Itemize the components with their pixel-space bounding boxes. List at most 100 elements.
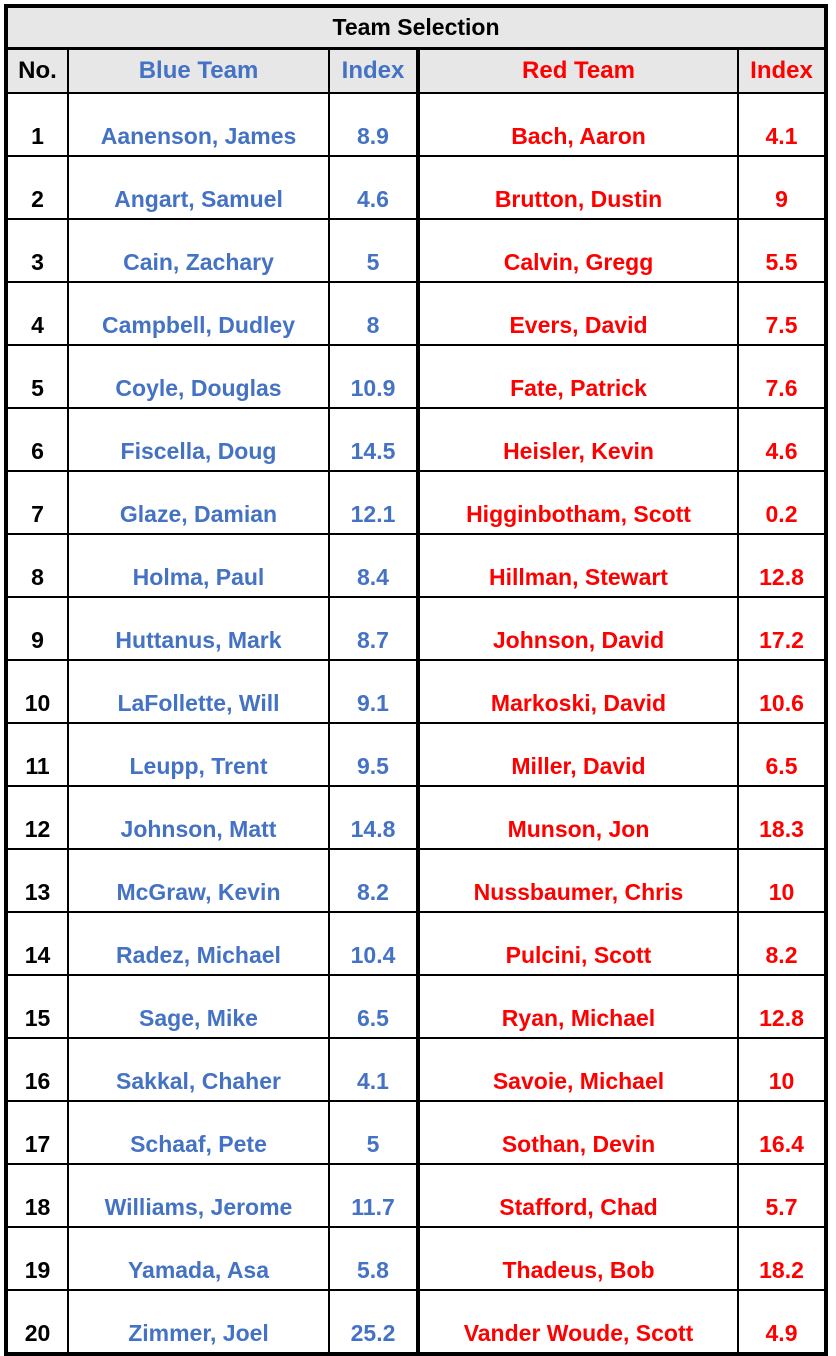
blue-player-index: 4.1 xyxy=(328,1037,420,1102)
row-number: 17 xyxy=(5,1100,69,1165)
blue-player-index: 12.1 xyxy=(328,470,420,535)
blue-player-index: 8 xyxy=(328,281,420,346)
red-player-name: Brutton, Dustin xyxy=(417,155,739,220)
red-player-name: Hillman, Stewart xyxy=(417,533,739,598)
blue-player-name: Huttanus, Mark xyxy=(67,596,330,661)
red-player-index: 12.8 xyxy=(736,974,828,1039)
blue-player-name: Holma, Paul xyxy=(67,533,330,598)
blue-player-name: Cain, Zachary xyxy=(67,218,330,283)
blue-player-name: Angart, Samuel xyxy=(67,155,330,220)
blue-player-name: Glaze, Damian xyxy=(67,470,330,535)
table-row: 11 Leupp, Trent 9.5 Miller, David 6.5 xyxy=(5,722,828,787)
blue-player-name: Aanenson, James xyxy=(67,92,330,157)
header-blue-team: Blue Team xyxy=(67,47,330,94)
red-player-name: Miller, David xyxy=(417,722,739,787)
red-player-name: Munson, Jon xyxy=(417,785,739,850)
red-player-index: 7.6 xyxy=(736,344,828,409)
red-player-index: 10 xyxy=(736,848,828,913)
blue-player-index: 11.7 xyxy=(328,1163,420,1228)
red-player-name: Calvin, Gregg xyxy=(417,218,739,283)
blue-player-index: 8.7 xyxy=(328,596,420,661)
red-player-name: Evers, David xyxy=(417,281,739,346)
blue-player-index: 9.1 xyxy=(328,659,420,724)
blue-player-name: Zimmer, Joel xyxy=(67,1289,330,1355)
red-player-name: Nussbaumer, Chris xyxy=(417,848,739,913)
row-number: 19 xyxy=(5,1226,69,1291)
table-row: 1 Aanenson, James 8.9 Bach, Aaron 4.1 xyxy=(5,92,828,157)
red-player-index: 4.6 xyxy=(736,407,828,472)
row-number: 10 xyxy=(5,659,69,724)
row-number: 6 xyxy=(5,407,69,472)
blue-player-index: 8.9 xyxy=(328,92,420,157)
red-player-index: 17.2 xyxy=(736,596,828,661)
blue-player-index: 10.4 xyxy=(328,911,420,976)
blue-player-index: 14.8 xyxy=(328,785,420,850)
red-player-name: Heisler, Kevin xyxy=(417,407,739,472)
table-row: 9 Huttanus, Mark 8.7 Johnson, David 17.2 xyxy=(5,596,828,661)
red-player-index: 12.8 xyxy=(736,533,828,598)
row-number: 8 xyxy=(5,533,69,598)
red-player-name: Pulcini, Scott xyxy=(417,911,739,976)
blue-player-index: 10.9 xyxy=(328,344,420,409)
row-number: 9 xyxy=(5,596,69,661)
red-player-index: 0.2 xyxy=(736,470,828,535)
blue-player-name: Leupp, Trent xyxy=(67,722,330,787)
blue-player-index: 8.4 xyxy=(328,533,420,598)
blue-player-index: 14.5 xyxy=(328,407,420,472)
red-player-name: Ryan, Michael xyxy=(417,974,739,1039)
red-player-index: 4.1 xyxy=(736,92,828,157)
blue-player-index: 4.6 xyxy=(328,155,420,220)
table-row: 7 Glaze, Damian 12.1 Higginbotham, Scott 0.2 xyxy=(5,470,828,535)
row-number: 4 xyxy=(5,281,69,346)
table-title: Team Selection xyxy=(4,5,828,50)
row-number: 2 xyxy=(5,155,69,220)
red-player-name: Higginbotham, Scott xyxy=(417,470,739,535)
row-number: 11 xyxy=(5,722,69,787)
table-row: 10 LaFollette, Will 9.1 Markoski, David 10.6 xyxy=(5,659,828,724)
red-player-index: 10 xyxy=(736,1037,828,1102)
table-row: 14 Radez, Michael 10.4 Pulcini, Scott 8.2 xyxy=(5,911,828,976)
blue-player-name: Campbell, Dudley xyxy=(67,281,330,346)
red-player-index: 6.5 xyxy=(736,722,828,787)
red-player-index: 4.9 xyxy=(736,1289,828,1355)
blue-player-name: Sakkal, Chaher xyxy=(67,1037,330,1102)
table-row: 19 Yamada, Asa 5.8 Thadeus, Bob 18.2 xyxy=(5,1226,828,1291)
table-row: 5 Coyle, Douglas 10.9 Fate, Patrick 7.6 xyxy=(5,344,828,409)
table-row: 15 Sage, Mike 6.5 Ryan, Michael 12.8 xyxy=(5,974,828,1039)
blue-player-name: Williams, Jerome xyxy=(67,1163,330,1228)
red-player-name: Johnson, David xyxy=(417,596,739,661)
red-player-index: 5.5 xyxy=(736,218,828,283)
row-number: 3 xyxy=(5,218,69,283)
blue-player-index: 9.5 xyxy=(328,722,420,787)
row-number: 18 xyxy=(5,1163,69,1228)
table-row: 20 Zimmer, Joel 25.2 Vander Woude, Scott 4.9 xyxy=(5,1289,828,1355)
header-red-index: Index xyxy=(736,47,828,94)
red-player-name: Stafford, Chad xyxy=(417,1163,739,1228)
red-player-index: 16.4 xyxy=(736,1100,828,1165)
red-player-name: Fate, Patrick xyxy=(417,344,739,409)
red-player-index: 18.3 xyxy=(736,785,828,850)
header-red-team: Red Team xyxy=(417,47,739,94)
row-number: 12 xyxy=(5,785,69,850)
blue-player-name: Radez, Michael xyxy=(67,911,330,976)
row-number: 16 xyxy=(5,1037,69,1102)
blue-player-name: Fiscella, Doug xyxy=(67,407,330,472)
header-no: No. xyxy=(5,47,69,94)
blue-player-name: Johnson, Matt xyxy=(67,785,330,850)
blue-player-index: 5.8 xyxy=(328,1226,420,1291)
table-row: 4 Campbell, Dudley 8 Evers, David 7.5 xyxy=(5,281,828,346)
row-number: 14 xyxy=(5,911,69,976)
table-row: 8 Holma, Paul 8.4 Hillman, Stewart 12.8 xyxy=(5,533,828,598)
blue-player-index: 25.2 xyxy=(328,1289,420,1355)
blue-player-name: Yamada, Asa xyxy=(67,1226,330,1291)
table-row: 2 Angart, Samuel 4.6 Brutton, Dustin 9 xyxy=(5,155,828,220)
row-number: 1 xyxy=(5,92,69,157)
row-number: 7 xyxy=(5,470,69,535)
blue-player-name: Coyle, Douglas xyxy=(67,344,330,409)
row-number: 5 xyxy=(5,344,69,409)
table-row: 12 Johnson, Matt 14.8 Munson, Jon 18.3 xyxy=(5,785,828,850)
red-player-name: Thadeus, Bob xyxy=(417,1226,739,1291)
row-number: 20 xyxy=(5,1289,69,1355)
row-number: 13 xyxy=(5,848,69,913)
table-row: 3 Cain, Zachary 5 Calvin, Gregg 5.5 xyxy=(5,218,828,283)
